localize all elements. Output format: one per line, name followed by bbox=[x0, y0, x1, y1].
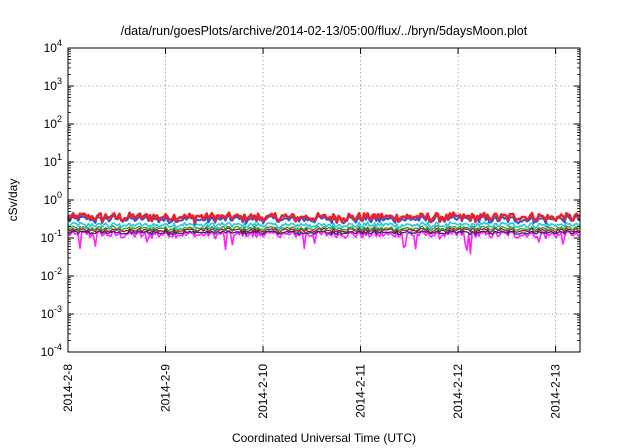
y-tick-label: 10-4 bbox=[41, 342, 62, 359]
y-tick-label: 104 bbox=[44, 38, 62, 55]
series-line bbox=[67, 221, 581, 230]
x-tick-label: 2014-2-13 bbox=[549, 364, 563, 419]
series-group bbox=[67, 211, 581, 255]
x-axis: 2014-2-8 2014-2-9 2014-2-10 2014-2-11 2014-2… bbox=[61, 48, 563, 419]
y-tick-label: 101 bbox=[44, 152, 62, 169]
series-line bbox=[67, 229, 580, 236]
y-tick-label: 10-1 bbox=[41, 228, 62, 245]
x-tick-label: 2014-2-9 bbox=[159, 364, 173, 412]
series-line bbox=[67, 225, 581, 232]
x-tick-label: 2014-2-12 bbox=[451, 364, 465, 419]
y-tick-label: 103 bbox=[44, 76, 62, 93]
series-line bbox=[67, 211, 581, 224]
y-tick-label: 102 bbox=[44, 114, 62, 131]
y-tick-label: 100 bbox=[44, 190, 62, 207]
series-line bbox=[67, 229, 581, 255]
x-tick-label: 2014-2-11 bbox=[354, 364, 368, 418]
x-tick-label: 2014-2-8 bbox=[61, 364, 75, 412]
y-tick-label: 10-2 bbox=[41, 266, 62, 283]
y-axis-label: cSv/day bbox=[6, 179, 20, 222]
x-tick-label: 2014-2-10 bbox=[256, 364, 270, 419]
chart-title: /data/run/goesPlots/archive/2014-02-13/0… bbox=[121, 24, 528, 38]
y-tick-label: 10-3 bbox=[41, 304, 62, 321]
series-line bbox=[67, 227, 581, 234]
x-axis-label: Coordinated Universal Time (UTC) bbox=[232, 431, 416, 445]
y-axis: 10-4 10-3 10-2 10-1 100 101 102 103 104 bbox=[41, 38, 580, 359]
grid bbox=[68, 48, 580, 352]
